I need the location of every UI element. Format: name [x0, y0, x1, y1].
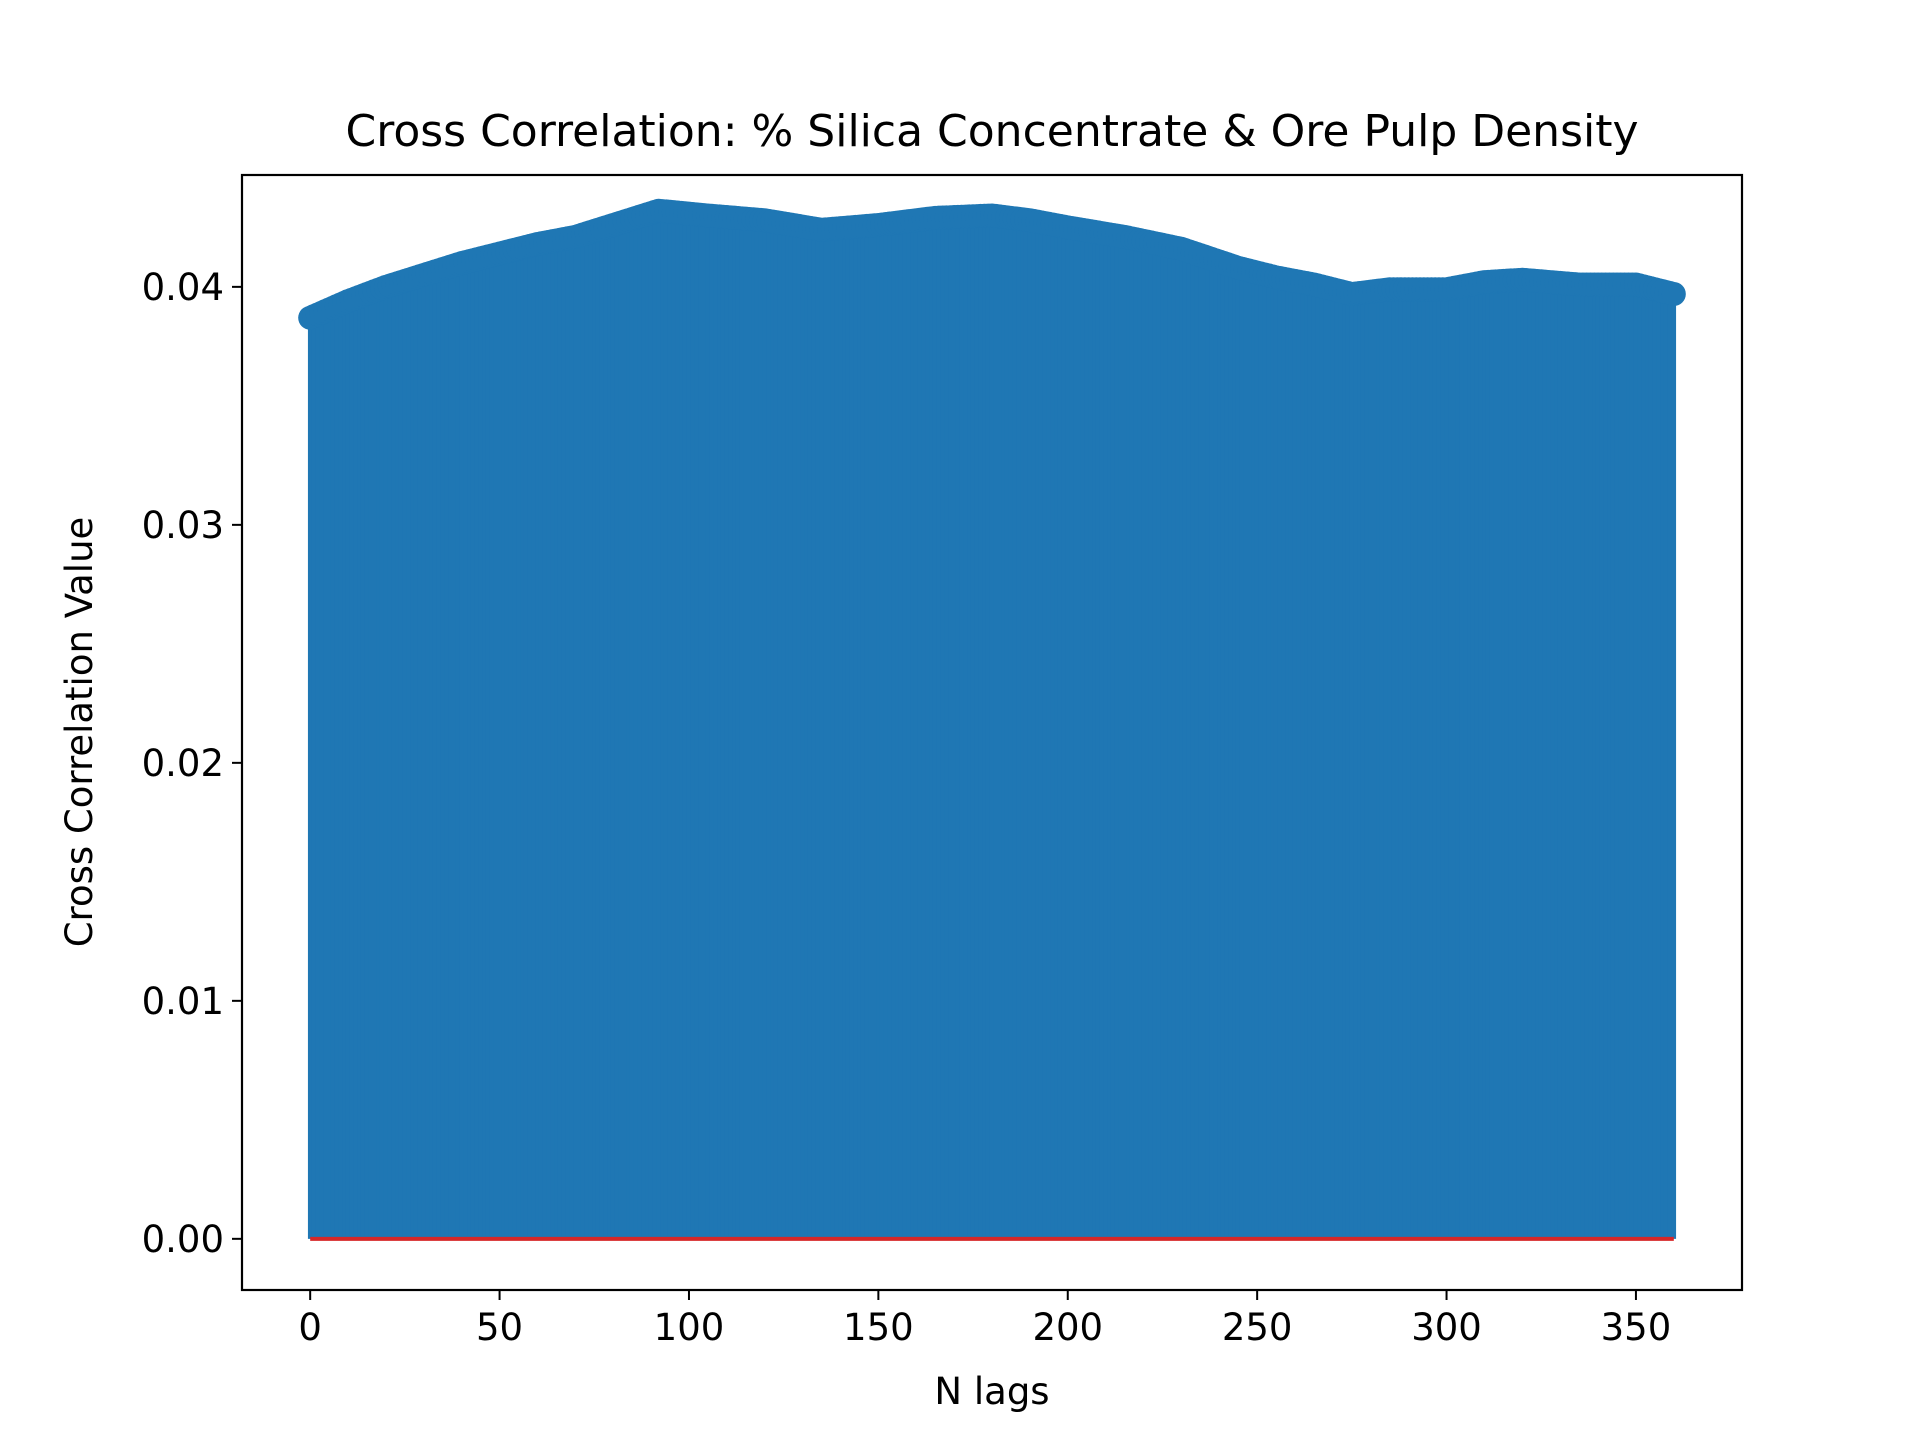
- x-tick-label: 150: [843, 1306, 914, 1349]
- axes-frame: [240, 173, 1744, 1292]
- y-tick-label: 0.01: [142, 980, 224, 1023]
- plot-area: [298, 198, 1686, 1241]
- chart-title: Cross Correlation: % Silica Concentrate …: [345, 106, 1638, 157]
- y-tick-label: 0.02: [142, 742, 224, 785]
- y-axis-label: Cross Correlation Value: [58, 517, 101, 948]
- x-tick-label: 100: [654, 1306, 725, 1349]
- x-tick-label: 50: [476, 1306, 523, 1349]
- y-tick-label: 0.04: [142, 266, 224, 309]
- x-tick-label: 350: [1601, 1306, 1672, 1349]
- x-axis: 0 50 100 150 200 250 300 350: [298, 1290, 1671, 1349]
- y-axis: 0.00 0.01 0.02 0.03 0.04: [142, 266, 242, 1261]
- x-tick-label: 0: [298, 1306, 322, 1349]
- stem-lines: [307, 210, 1677, 1239]
- x-tick-label: 200: [1032, 1306, 1103, 1349]
- x-axis-label: N lags: [934, 1370, 1049, 1413]
- stem-markers: [298, 198, 1686, 330]
- x-tick-label: 250: [1222, 1306, 1293, 1349]
- x-tick-label: 300: [1411, 1306, 1482, 1349]
- y-tick-label: 0.03: [142, 504, 224, 547]
- y-tick-label: 0.00: [142, 1218, 224, 1261]
- stem-marker: [1661, 281, 1686, 306]
